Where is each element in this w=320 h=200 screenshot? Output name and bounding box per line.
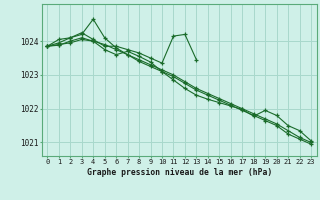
X-axis label: Graphe pression niveau de la mer (hPa): Graphe pression niveau de la mer (hPa) [87,168,272,177]
